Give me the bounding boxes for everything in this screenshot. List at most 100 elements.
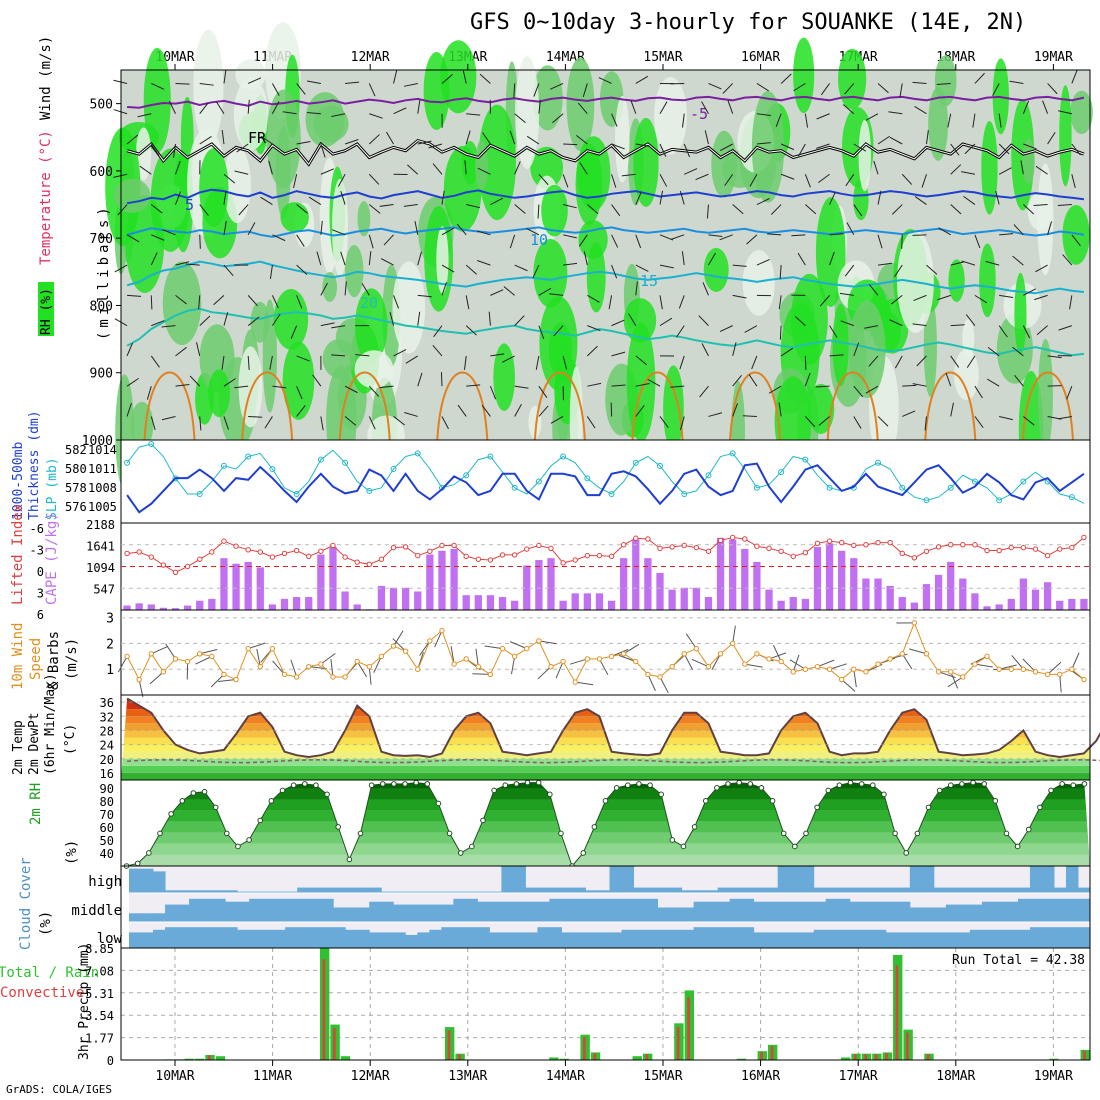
surface-barb (732, 625, 736, 644)
cape-bar (886, 585, 894, 610)
rh-blob (1022, 138, 1035, 185)
isotherm-15 (126, 260, 1085, 295)
wind-speed-marker (124, 653, 130, 660)
li-marker (269, 554, 276, 560)
wind-barb (950, 261, 965, 266)
wind-barb (829, 251, 835, 266)
rh-marker (658, 791, 664, 798)
cloud-bar (789, 866, 803, 893)
rh-blob (791, 273, 828, 365)
cloud-bar (201, 890, 214, 893)
thickness-labels: 1000-500mb Thickness (dm) SLP (mb) (11, 410, 60, 520)
wind-barb (889, 319, 903, 327)
precip-total-bar (632, 1056, 642, 1060)
wind-barb (916, 355, 927, 367)
wind-barb (999, 415, 1013, 421)
cape-bar (438, 550, 446, 610)
surface-barb (768, 652, 787, 660)
slp-marker (245, 453, 252, 460)
wind-barb (550, 416, 564, 424)
cloud-bar (753, 887, 767, 893)
wind-barb (514, 403, 522, 417)
precip-convective-bar (906, 1032, 909, 1060)
cloud-bar (609, 932, 623, 948)
cloud-bar (309, 927, 322, 948)
wind-barb (756, 142, 771, 145)
rh-blob (135, 127, 152, 181)
cloud-bar (309, 898, 322, 922)
label-lifted-index: Lifted Index (10, 504, 26, 605)
wind-barb (780, 347, 794, 357)
warm-contour (924, 371, 977, 441)
wind-barb (117, 204, 128, 216)
cape-bar (595, 593, 604, 610)
wind-barb (846, 222, 855, 236)
wind-speed-marker (499, 645, 506, 652)
cloud-bar (717, 887, 731, 893)
li-marker (669, 544, 675, 550)
precip-convective-bar (645, 1054, 649, 1060)
wind-speed-marker (657, 674, 663, 680)
rh-blob (586, 242, 606, 313)
cloud-bar (885, 887, 899, 893)
wind-barb (260, 135, 273, 145)
cloud-bar (393, 891, 406, 893)
wind-barb (199, 102, 209, 115)
wind-barb (490, 353, 505, 357)
rh-blob (193, 29, 224, 146)
cloud-bar (885, 901, 899, 922)
cape-bar (801, 598, 809, 610)
cape-bar (171, 608, 180, 610)
precip-convective-bar (687, 997, 690, 1060)
wind-barb (635, 355, 647, 366)
cloud-bar (777, 866, 791, 893)
li-marker (124, 550, 130, 557)
wind-barb (720, 143, 733, 151)
wind-barb (635, 281, 638, 296)
cloud-bar (405, 935, 418, 948)
cape-bar (1043, 582, 1052, 610)
wind-barb (1058, 110, 1072, 115)
wind-barb (269, 355, 273, 370)
rh-blob (266, 89, 301, 189)
cloud-bar (1077, 887, 1091, 893)
cloud-bar (1077, 927, 1091, 948)
wind-speed-marker (742, 661, 748, 667)
wind-barb (732, 264, 747, 267)
surface-barb (195, 655, 213, 665)
wind-barb (853, 143, 867, 152)
ytick-label-slp: 1011 (88, 462, 117, 476)
wind-barb (974, 294, 988, 304)
slp-marker (511, 484, 518, 491)
warm-contour (533, 371, 586, 441)
wind-barb (441, 416, 449, 430)
cloud-bar (1041, 927, 1055, 948)
slp-marker (753, 484, 760, 491)
rh-marker (981, 781, 987, 787)
wind-barb (1034, 294, 1048, 301)
cloud-bar (921, 907, 935, 922)
cloud-bar (297, 898, 310, 922)
isotherm-label-20: 20 (360, 294, 378, 312)
cape-bar (898, 597, 906, 610)
wind-barb (316, 251, 322, 266)
wind-barb (818, 416, 830, 426)
rh-blob (981, 121, 998, 215)
wind-barb (268, 160, 273, 175)
rh-marker (558, 830, 564, 837)
rh-blob (793, 37, 815, 114)
wind-speed-marker (197, 651, 203, 657)
wind-speed-marker (899, 651, 905, 657)
date-label-bottom: 15MAR (643, 1069, 682, 1084)
wind-barb (361, 283, 370, 296)
isotherm-label-FR: FR (248, 129, 267, 147)
wind-barb (587, 294, 600, 303)
cape-bar (474, 595, 482, 610)
warm-contour (436, 371, 489, 441)
wind-barb (432, 163, 443, 175)
rh-marker (134, 860, 141, 867)
wind-barb (635, 234, 642, 249)
rh-blob (1062, 205, 1090, 265)
wind-barb (894, 264, 903, 278)
li-labels: Lifted Index CAPE (J/kg) (10, 504, 60, 605)
